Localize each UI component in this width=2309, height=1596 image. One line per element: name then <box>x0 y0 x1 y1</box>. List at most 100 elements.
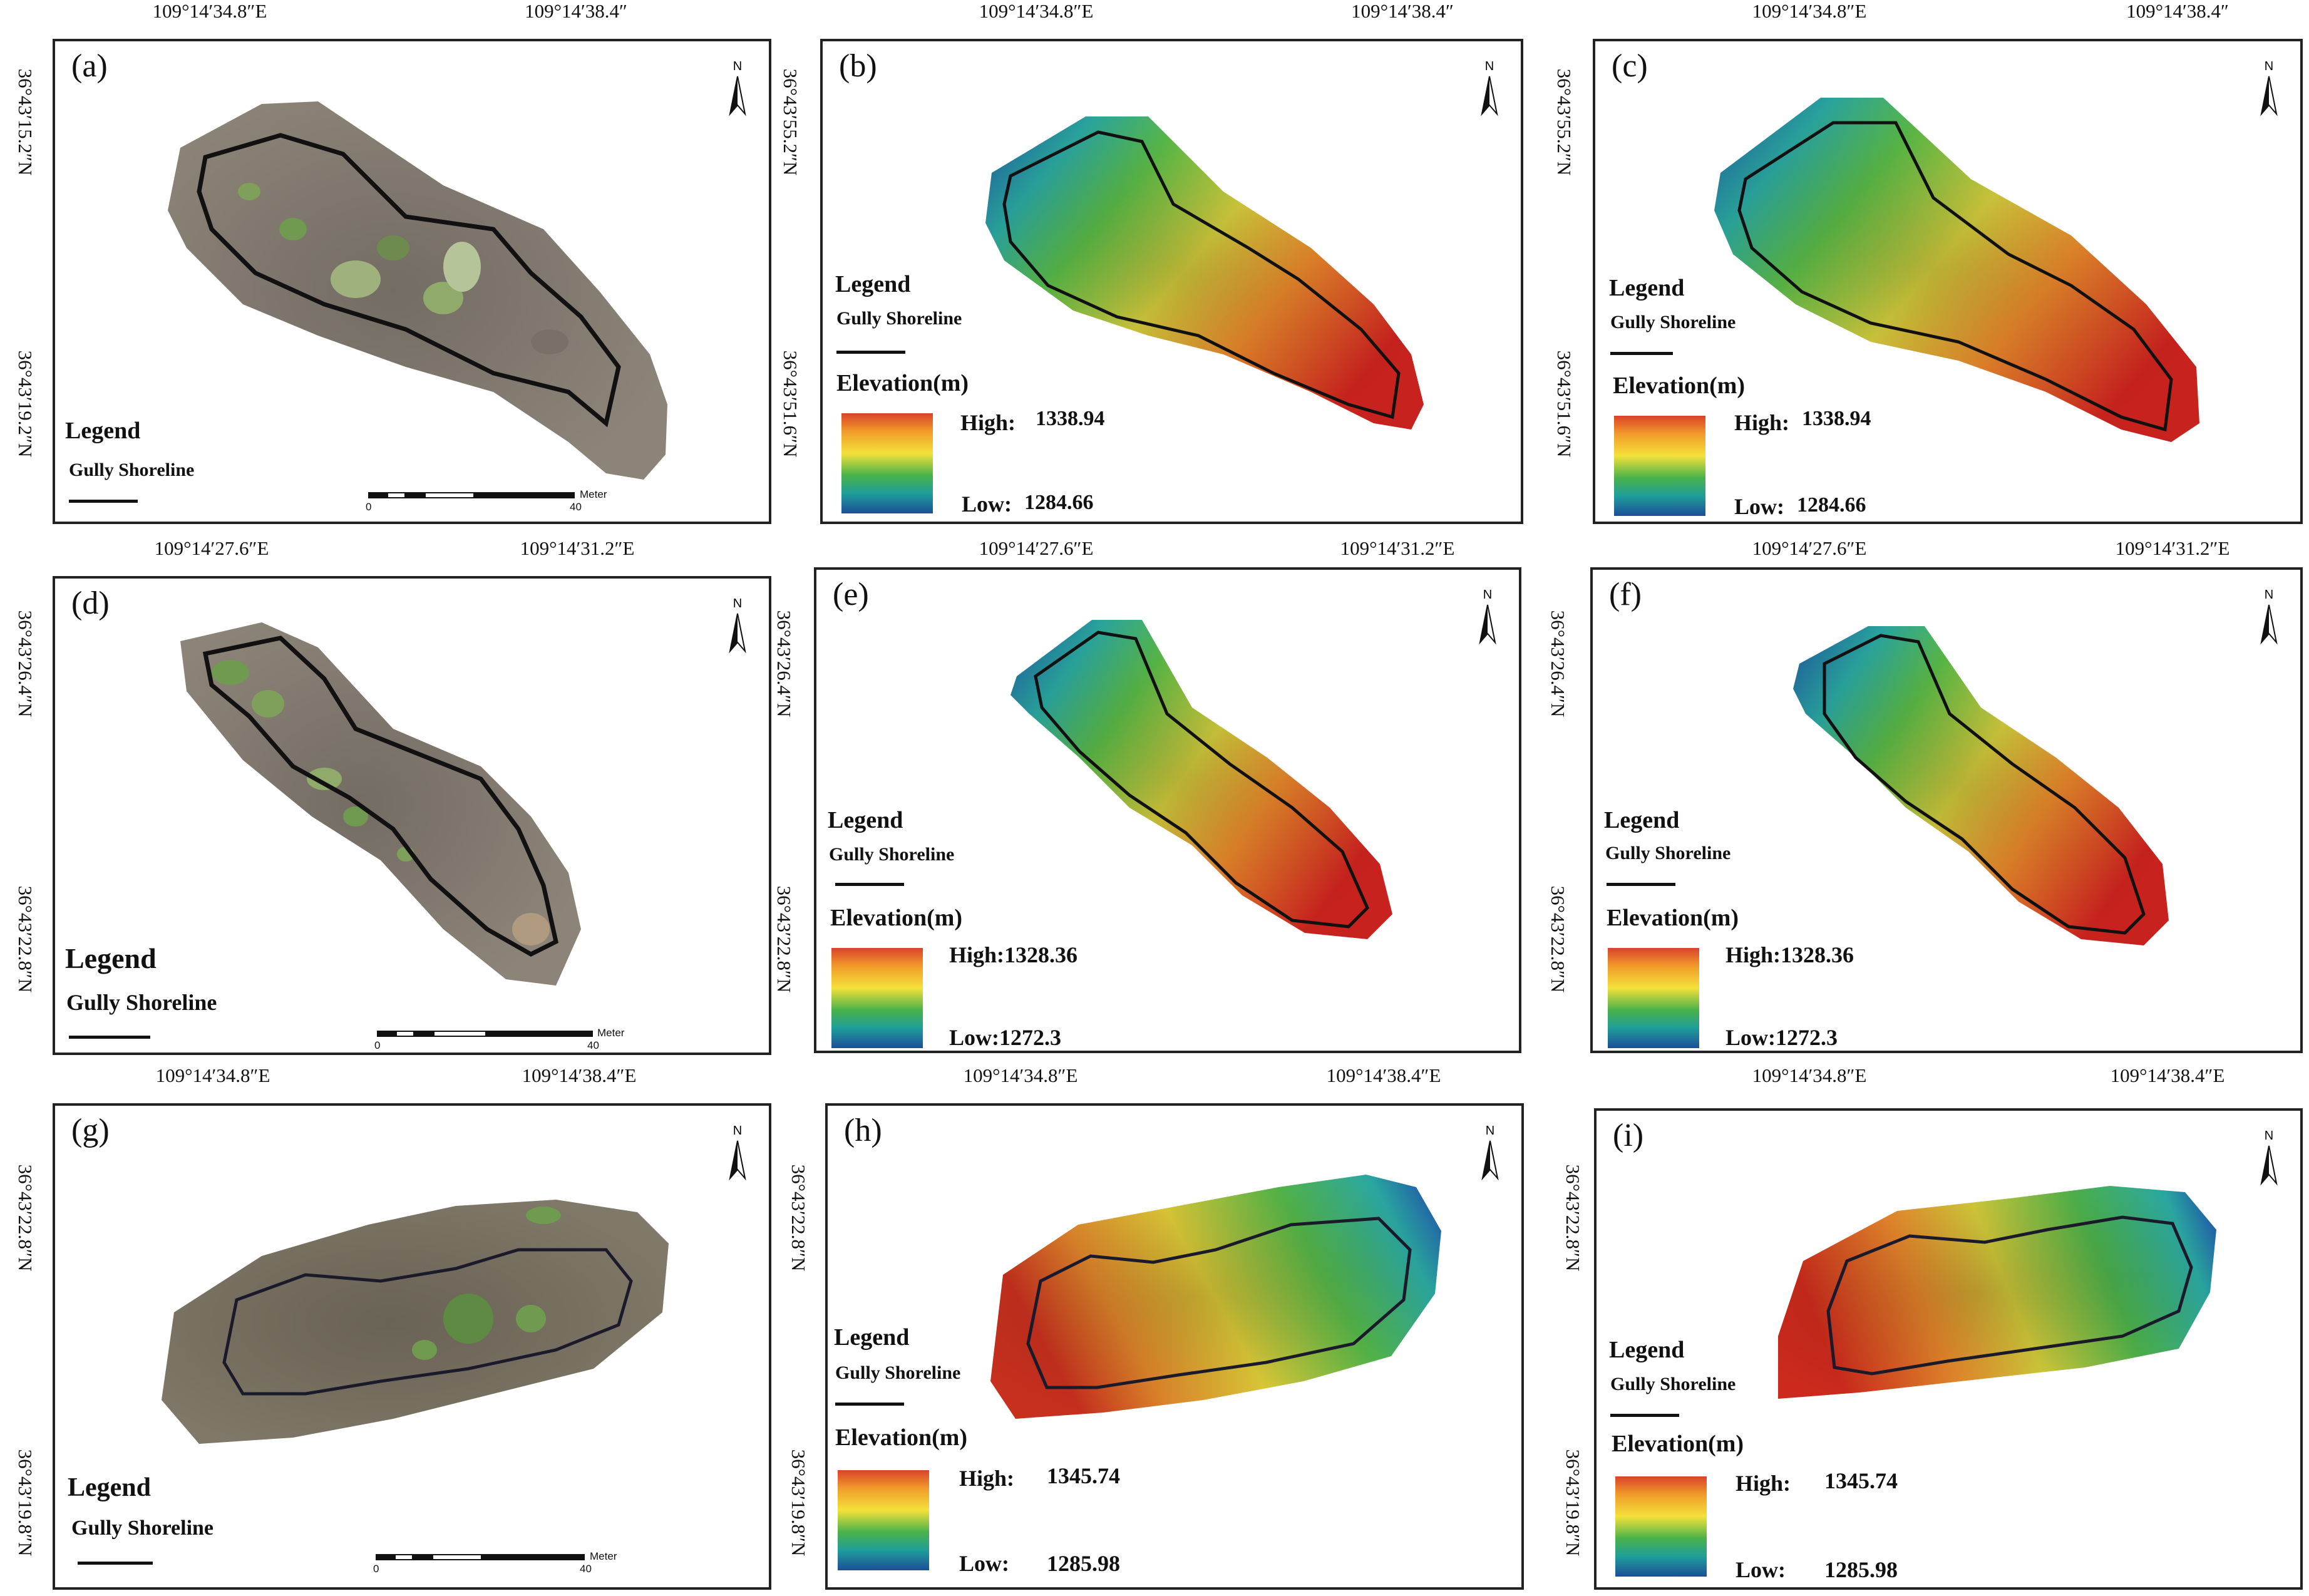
elevation-low-value: Low:1272.3 <box>949 1025 1061 1050</box>
panel-label: (c) <box>1612 48 1648 84</box>
north-arrow-icon: N <box>2260 59 2278 116</box>
panel-d-orthophoto: (d) N Legend Gully Shoreline Meter 0 40 <box>53 576 771 1055</box>
dem-map <box>1778 1186 2216 1399</box>
legend-line-swatch <box>69 500 138 503</box>
legend-item-gully-shoreline: Gully Shoreline <box>835 1362 961 1383</box>
elevation-color-ramp <box>1614 416 1705 516</box>
elevation-low-label: Low: <box>1736 1557 1786 1582</box>
legend-line-swatch <box>1610 352 1673 355</box>
orthophoto-map <box>162 1200 669 1444</box>
legend-title: Legend <box>835 271 911 297</box>
lon-label: 109°14′38.4″ <box>525 0 627 22</box>
lon-label: 109°14′27.6″E <box>154 537 269 559</box>
dem-map <box>1011 620 1392 939</box>
dem-map <box>990 1175 1441 1419</box>
lon-label: 109°14′38.4″ <box>2126 0 2229 22</box>
panel-g-orthophoto: (g) N Legend Gully Shoreline Meter 0 40 <box>53 1103 771 1590</box>
lat-label: 36°43′51.6″N <box>779 350 801 458</box>
elevation-legend-title: Elevation(m) <box>1613 373 1746 399</box>
lat-label: 36°43′19.2″N <box>14 350 36 458</box>
north-arrow-icon: N <box>1481 59 1498 116</box>
legend-line-swatch <box>835 883 904 886</box>
legend-line-swatch <box>836 351 905 354</box>
panel-b-dem: (b) N Legend Gully Shoreline Elevation(m… <box>820 39 1523 524</box>
elevation-legend-title: Elevation(m) <box>835 1424 968 1451</box>
legend-title: Legend <box>68 1473 152 1502</box>
lat-label: 36°43′19.8″N <box>14 1449 36 1557</box>
lon-label: 109°14′27.6″E <box>979 537 1094 559</box>
legend-title: Legend <box>1604 807 1680 833</box>
elevation-low-value: 1284.66 <box>1024 491 1094 514</box>
elevation-low-value: 1285.98 <box>1047 1551 1120 1576</box>
svg-text:N: N <box>2265 59 2273 73</box>
svg-text:N: N <box>2265 588 2273 602</box>
dem-map <box>1714 98 2199 442</box>
scale-bar: Meter 0 40 <box>366 488 607 513</box>
lat-label: 36°43′19.8″N <box>1562 1449 1584 1557</box>
north-arrow-icon: N <box>2260 588 2278 645</box>
elevation-color-ramp <box>838 1470 929 1570</box>
lat-label: 36°43′22.8″N <box>1562 1164 1584 1272</box>
panel-i-dem: (i) N Legend Gully Shoreline Elevation(m… <box>1594 1108 2303 1590</box>
panel-label: (f) <box>1609 577 1642 612</box>
legend-title: Legend <box>65 942 157 974</box>
elevation-high-label: High: <box>1736 1471 1791 1496</box>
lon-label: 109°14′34.8″E <box>979 0 1094 22</box>
lat-label: 36°43′15.2″N <box>14 68 36 176</box>
scale-bar: Meter 0 40 <box>374 1027 625 1051</box>
svg-text:N: N <box>1483 588 1492 602</box>
legend-title: Legend <box>65 418 141 444</box>
legend-title: Legend <box>1609 1337 1685 1363</box>
north-arrow-icon: N <box>729 59 746 116</box>
legend-item-gully-shoreline: Gully Shoreline <box>836 308 962 329</box>
legend-line-swatch <box>78 1562 153 1565</box>
elevation-high-value: 1345.74 <box>1824 1468 1898 1493</box>
legend-item-gully-shoreline: Gully Shoreline <box>829 844 955 865</box>
legend-item-gully-shoreline: Gully Shoreline <box>66 990 217 1015</box>
scale-bar: Meter 0 40 <box>373 1550 617 1575</box>
lat-label: 36°43′19.8″N <box>788 1449 810 1557</box>
legend-item-gully-shoreline: Gully Shoreline <box>1610 312 1736 332</box>
lon-label: 109°14′31.2″E <box>520 537 635 559</box>
legend-line-swatch <box>1610 1414 1679 1417</box>
lat-label: 36°43′22.8″N <box>1547 885 1569 993</box>
elevation-low-label: Low: <box>962 492 1012 517</box>
lon-label: 109°14′34.8″E <box>155 1064 270 1086</box>
north-arrow-icon: N <box>1481 1124 1499 1181</box>
elevation-high-label: High: <box>959 1466 1015 1491</box>
elevation-low-value: Low:1272.3 <box>1725 1025 1838 1050</box>
elevation-high-label: High: <box>960 410 1016 435</box>
lon-label: 109°14′27.6″E <box>1752 537 1867 559</box>
lon-label: 109°14′31.2″E <box>2115 537 2230 559</box>
elevation-high-value: 1338.94 <box>1802 407 1871 430</box>
svg-text:N: N <box>1485 59 1494 73</box>
lon-label: 109°14′34.8″E <box>1752 1064 1867 1086</box>
legend-line-swatch <box>69 1036 150 1039</box>
lat-label: 36°43′26.4″N <box>1547 610 1569 718</box>
panel-e-dem: (e) N Legend Gully Shoreline Elevation(m… <box>814 567 1521 1053</box>
dem-map <box>985 116 1424 430</box>
legend-line-swatch <box>835 1403 904 1406</box>
elevation-legend-title: Elevation(m) <box>836 370 969 396</box>
svg-text:N: N <box>733 1124 742 1138</box>
elevation-low-label: Low: <box>959 1551 1009 1576</box>
elevation-high-value: 1338.94 <box>1036 407 1105 430</box>
elevation-low-value: 1285.98 <box>1824 1557 1898 1582</box>
elevation-legend-title: Elevation(m) <box>1612 1431 1744 1457</box>
panel-h-dem: (h) N Legend Gully Shoreline Elevation(m… <box>825 1103 1524 1590</box>
elevation-color-ramp <box>841 413 933 513</box>
legend-line-swatch <box>1607 883 1675 886</box>
lon-label: 109°14′34.8″E <box>963 1064 1078 1086</box>
lat-label: 36°43′26.4″N <box>773 610 795 718</box>
panel-label: (e) <box>833 577 869 612</box>
panel-label: (d) <box>71 585 110 621</box>
elevation-color-ramp <box>831 948 923 1048</box>
legend-title: Legend <box>834 1324 910 1351</box>
lat-label: 36°43′22.8″N <box>14 885 36 993</box>
lat-label: 36°43′55.2″N <box>1553 68 1575 176</box>
lat-label: 36°43′26.4″N <box>14 610 36 718</box>
lat-label: 36°43′22.8″N <box>14 1164 36 1272</box>
north-arrow-icon: N <box>1479 588 1496 645</box>
panel-c-dem: (c) N Legend Gully Shoreline Elevation(m… <box>1593 39 2303 524</box>
lat-label: 36°43′22.8″N <box>788 1164 810 1272</box>
